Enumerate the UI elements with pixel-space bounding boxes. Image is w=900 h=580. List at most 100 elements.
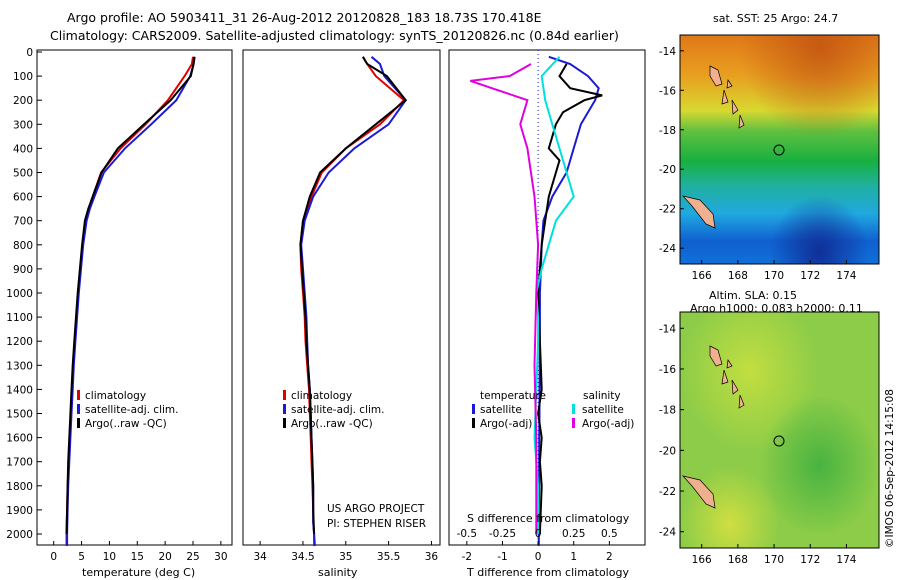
legend-label: Argo(-adj) [480, 418, 532, 430]
legend-swatch [283, 418, 286, 428]
sst-field [680, 35, 879, 264]
x-tick-label: 35.5 [377, 551, 400, 563]
lon-tick-label: 174 [836, 270, 856, 282]
depth-tick-label: 0 [26, 47, 33, 59]
depth-tick-label: 1600 [6, 433, 33, 445]
s-tick-label: -0.25 [489, 528, 516, 540]
depth-tick-label: 1100 [6, 312, 33, 324]
depth-tick-label: 2000 [6, 529, 33, 541]
legend-swatch [472, 418, 475, 428]
lat-tick-label: -24 [659, 243, 676, 255]
x-tick-label: 5 [78, 551, 85, 563]
depth-tick-label: 1000 [6, 288, 33, 300]
lat-tick-label: -18 [659, 125, 676, 137]
s-tick-label: 0.5 [601, 528, 618, 540]
sla-map: Altim. SLA: 0.15 Argo h1000: 0.083 h2000… [659, 289, 880, 566]
sla-field [680, 312, 879, 548]
x-tick-label: -1 [497, 551, 507, 563]
profile-line-argo---raw--qc- [65, 56, 196, 535]
legend-label: Argo(..raw -QC) [291, 418, 373, 430]
depth-tick-label: 1400 [6, 384, 33, 396]
s-tick-label: 0 [535, 528, 542, 540]
depth-tick-label: 400 [13, 143, 33, 155]
vanuatu-islands [709, 65, 745, 129]
sla-map-title: Altim. SLA: 0.15 [709, 289, 797, 302]
temperature-x-label: temperature (deg C) [82, 566, 195, 579]
lat-tick-label: -24 [659, 527, 676, 539]
profile-line-satellite-adj--clim- [66, 56, 196, 546]
depth-tick-label: 300 [13, 119, 33, 131]
lon-tick-label: 170 [764, 270, 784, 282]
depth-tick-label: 1800 [6, 481, 33, 493]
temperature-profiles [65, 56, 196, 546]
lat-tick-label: -16 [659, 364, 676, 376]
salinity-legend: climatology satellite-adj. clim. Argo(..ra… [283, 390, 384, 430]
lon-tick-label: 168 [728, 554, 748, 566]
x-tick-label: 15 [131, 551, 144, 563]
sst-map-axes: -14 -16 -18 -20 -22 -24 166 168 170 172 174 [659, 46, 857, 282]
legend-title-salinity: salinity [583, 390, 621, 402]
depth-axis: 0 100 200 300 400 500 600 700 800 900 1000 1100 1200… [6, 47, 42, 541]
profile-line-argo---raw--qc- [299, 56, 408, 535]
difference-plot-frame [448, 49, 646, 546]
depth-tick-label: 1700 [6, 457, 33, 469]
lat-tick-label: -22 [659, 204, 676, 216]
sst-map-title: sat. SST: 25 Argo: 24.7 [713, 12, 838, 25]
legend-swatch [77, 404, 80, 414]
header-line-2: Climatology: CARS2009. Satellite-adjuste… [50, 28, 619, 43]
legend-label: climatology [85, 390, 146, 402]
lat-tick-label: -20 [659, 445, 676, 457]
difference-panel: -2 -1 0 1 2 -0.5 -0.25 0 0.25 0.5 S difference f… [448, 49, 646, 579]
legend-label: satellite-adj. clim. [291, 404, 384, 416]
new-caledonia-island [681, 195, 716, 229]
profile-line-climatology [299, 56, 406, 546]
salinity-plot-frame [242, 49, 441, 546]
lon-tick-label: 172 [800, 554, 820, 566]
depth-tick-label: 900 [13, 264, 33, 276]
legend-label: satellite-adj. clim. [85, 404, 178, 416]
x-tick-label: 20 [158, 551, 171, 563]
difference-legend: temperature salinity satellite Argo(-adj) sa… [472, 390, 634, 430]
vanuatu-islands [709, 345, 745, 409]
lon-tick-label: 172 [800, 270, 820, 282]
lon-tick-label: 168 [728, 270, 748, 282]
depth-tick-label: 500 [13, 168, 33, 180]
lat-tick-label: -14 [659, 323, 676, 335]
difference-profiles [470, 50, 603, 546]
lat-tick-label: -18 [659, 405, 676, 417]
profile-line-satellite-adj--clim- [300, 56, 407, 547]
salinity-profiles [299, 56, 408, 547]
sla-map-axes: -14 -16 -18 -20 -22 -24 166 168 170 172 174 [659, 323, 857, 566]
legend-swatch [77, 390, 80, 400]
depth-tick-label: 1500 [6, 409, 33, 421]
temperature-legend: climatology satellite-adj. clim. Argo(..ra… [77, 390, 178, 430]
lon-tick-label: 170 [764, 554, 784, 566]
legend-label: Argo(..raw -QC) [85, 418, 167, 430]
pi-credit: PI: STEPHEN RISER [327, 518, 426, 530]
x-tick-label: 34 [253, 551, 267, 563]
s-tick-label: -0.5 [457, 528, 478, 540]
legend-label: Argo(-adj) [582, 418, 634, 430]
x-tick-label: 0 [50, 551, 57, 563]
s-difference-label: S difference from climatology [467, 512, 630, 525]
temperature-panel: 0100200300400500600700800900100011001200… [6, 47, 233, 579]
salinity-panel: 34 34.5 35 35.5 36 salinity climatology satel… [242, 49, 441, 579]
depth-tick-label: 1300 [6, 360, 33, 372]
temperature-x-axis: 0 5 10 15 20 25 30 [50, 541, 228, 563]
legend-title-temperature: temperature [480, 390, 546, 402]
argo-position-marker [773, 144, 785, 156]
s-difference-x-axis: -0.5 -0.25 0 0.25 0.5 [457, 528, 618, 540]
x-tick-label: 30 [214, 551, 227, 563]
x-tick-label: -2 [462, 551, 472, 563]
depth-tick-label: 1900 [6, 505, 33, 517]
legend-swatch [572, 418, 575, 428]
lon-tick-label: 174 [836, 554, 856, 566]
x-tick-label: 0 [535, 551, 542, 563]
lat-tick-label: -14 [659, 46, 676, 58]
difference-x-axis: -2 -1 0 1 2 [462, 541, 613, 563]
difference-line-temperature-satellite [537, 55, 600, 546]
legend-label: satellite [582, 404, 624, 416]
legend-swatch [572, 404, 575, 414]
temperature-plot-frame [36, 49, 233, 546]
